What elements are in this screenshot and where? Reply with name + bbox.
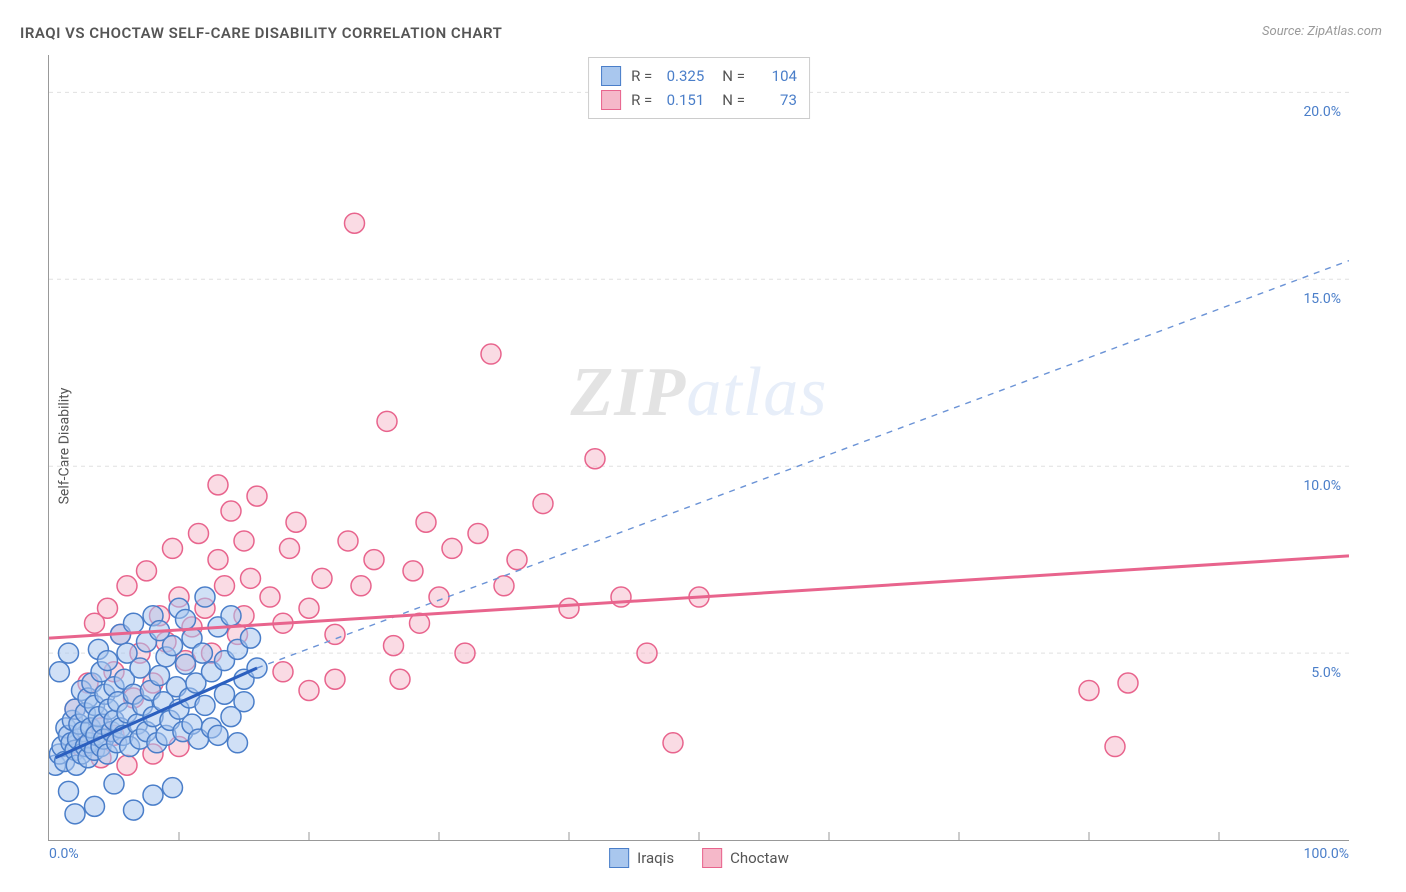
plot-area: ZIPatlas R =0.325N =104R =0.151N =73 0.0… [48,55,1349,841]
chart-svg [49,55,1349,840]
legend-swatch [702,848,722,868]
y-tick-label: 5.0% [1311,665,1341,681]
legend-item: Choctaw [702,848,789,868]
legend-swatch [601,66,621,86]
stats-legend-box: R = 0.325 N = 104 R = 0.151 N = 73 [588,57,810,119]
stats-r-label: R = [631,88,652,112]
stats-n-value: 104 [755,64,797,88]
stats-row: R = 0.325 N = 104 [601,64,797,88]
legend-label: Choctaw [730,849,789,867]
stats-n-value: 73 [755,88,797,112]
stats-row: R = 0.151 N = 73 [601,88,797,112]
stats-n-label: N = [722,88,745,112]
bottom-legend: Iraqis Choctaw [609,848,789,868]
legend-label: Iraqis [637,849,674,867]
stats-r-value: 0.325 [662,64,704,88]
x-axis-max-label: 100.0% [1304,846,1349,862]
y-tick-label: 15.0% [1303,291,1341,307]
legend-swatch [601,90,621,110]
stats-n-label: N = [722,64,745,88]
stats-r-label: R = [631,64,652,88]
y-tick-label: 20.0% [1303,104,1341,120]
stats-r-value: 0.151 [662,88,704,112]
source-attribution: Source: ZipAtlas.com [1262,24,1382,39]
y-tick-label: 10.0% [1303,478,1341,494]
legend-item: Iraqis [609,848,674,868]
legend-swatch [609,848,629,868]
chart-title: IRAQI VS CHOCTAW SELF-CARE DISABILITY CO… [20,24,502,42]
x-axis-min-label: 0.0% [49,846,79,862]
